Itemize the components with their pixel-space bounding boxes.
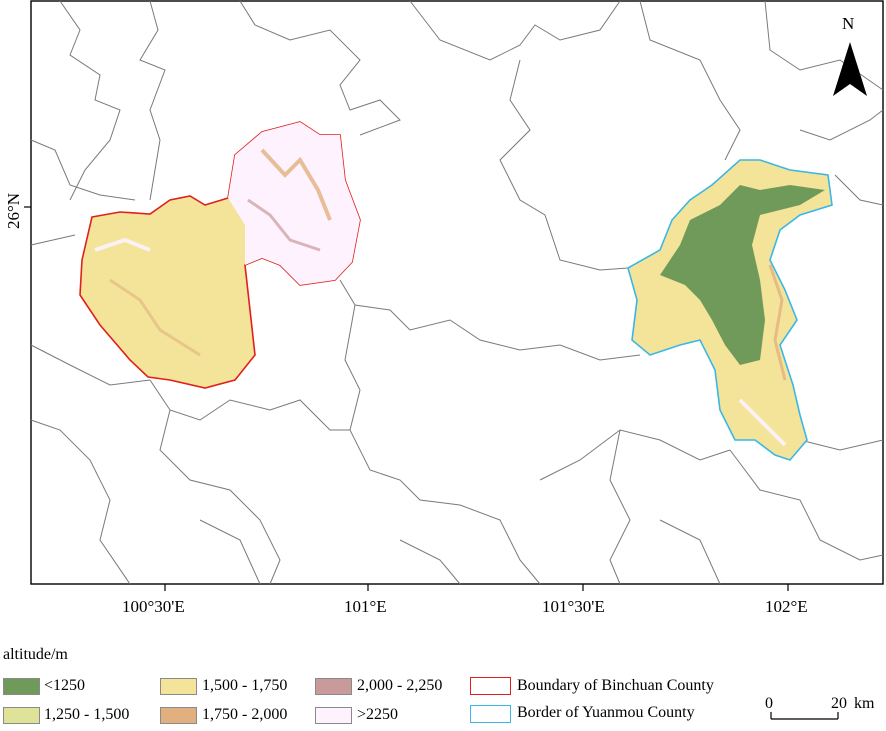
admin-boundaries: [30, 0, 884, 585]
scale-start-label: 0: [765, 695, 773, 712]
legend-label-yuanmou: Border of Yuanmou County: [517, 704, 695, 721]
yuanmou-ridge-2: [738, 398, 787, 447]
yuanmou-ridge-1: [768, 264, 787, 381]
legend-title: altitude/m: [3, 646, 68, 663]
yuanmou-county: [627, 159, 833, 461]
legend-swatch-1500-1750: [160, 678, 197, 695]
yuanmou-lowland: [660, 185, 825, 365]
legend-label-gt2250: >2250: [357, 706, 399, 723]
legend-swatch-binchuan: [470, 677, 511, 695]
legend-swatch-1750-2000: [160, 707, 197, 724]
legend-swatch-gt2250: [315, 707, 352, 724]
legend-swatch-lt1250: [3, 678, 40, 695]
scale-end-label: 20: [831, 695, 847, 712]
legend-label-1500-1750: 1,500 - 1,750: [202, 677, 288, 694]
legend-label-1750-2000: 1,750 - 2,000: [202, 706, 288, 723]
north-arrow-icon: [833, 42, 867, 96]
north-label: N: [842, 14, 855, 33]
legend-label-1250-1500: 1,250 - 1,500: [44, 706, 130, 723]
lon-label-2: 101°E: [344, 597, 387, 616]
scale-unit-label: km: [854, 695, 875, 712]
binchuan-county: [79, 121, 361, 389]
legend-swatch-yuanmou: [470, 705, 511, 723]
scale-bar-line: [770, 712, 839, 720]
latitude-label: 26°N: [4, 192, 23, 229]
legend-label-binchuan: Boundary of Binchuan County: [517, 677, 714, 694]
binchuan-ridge-1: [260, 148, 332, 221]
legend-swatch-2000-2250: [315, 678, 352, 695]
binchuan-ridge-4: [94, 237, 151, 252]
legend-swatch-1250-1500: [3, 707, 40, 724]
legend-label-2000-2250: 2,000 - 2,250: [357, 677, 443, 694]
binchuan-highland: [228, 122, 360, 285]
graticule-ticks: [24, 206, 789, 591]
legend-label-lt1250: <1250: [44, 677, 86, 694]
binchuan-ridge-3: [109, 278, 201, 357]
lon-label-4: 102°E: [765, 597, 808, 616]
binchuan-ridge-2: [247, 198, 321, 252]
lon-label-1: 100°30'E: [122, 597, 185, 616]
lon-label-3: 101°30'E: [542, 597, 605, 616]
